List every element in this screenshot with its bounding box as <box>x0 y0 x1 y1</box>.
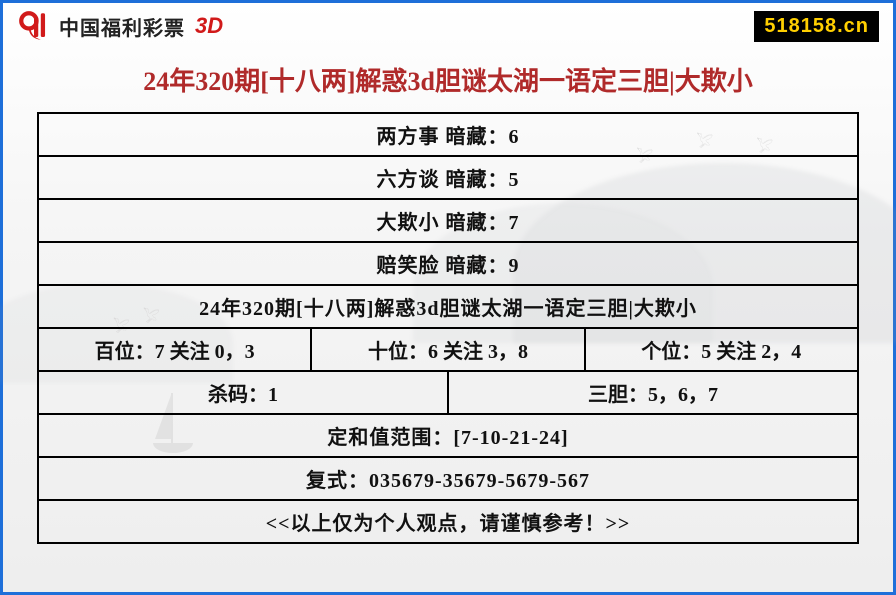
lottery-logo-icon <box>17 9 51 43</box>
site-badge: 518158.cn <box>754 11 879 42</box>
position-ge: 个位：5 关注 2，4 <box>584 329 857 370</box>
position-shi: 十位：6 关注 3，8 <box>310 329 583 370</box>
data-table: 两方事 暗藏：6 六方谈 暗藏：5 大欺小 暗藏：7 赔笑脸 暗藏：9 24年3… <box>37 112 859 544</box>
riddle-row: 大欺小 暗藏：7 <box>39 200 857 241</box>
brand: 中国福利彩票 3D <box>17 9 223 43</box>
page-title: 24年320期[十八两]解惑3d胆谜太湖一语定三胆|大欺小 <box>3 61 893 98</box>
position-bai: 百位：7 关注 0，3 <box>39 329 310 370</box>
riddle-row: 六方谈 暗藏：5 <box>39 157 857 198</box>
combo-row: 复式：035679-35679-5679-567 <box>39 458 857 499</box>
riddle-row: 两方事 暗藏：6 <box>39 114 857 155</box>
disclaimer-row: <<以上仅为个人观点，请谨慎参考！>> <box>39 501 857 542</box>
sum-range-row: 定和值范围：[7-10-21-24] <box>39 415 857 456</box>
riddle-row: 赔笑脸 暗藏：9 <box>39 243 857 284</box>
kill-code: 杀码：1 <box>39 372 447 413</box>
brand-3d-suffix: 3D <box>195 13 223 39</box>
brand-text: 中国福利彩票 <box>59 12 185 41</box>
three-dan: 三胆：5，6，7 <box>447 372 857 413</box>
subtitle-row: 24年320期[十八两]解惑3d胆谜太湖一语定三胆|大欺小 <box>39 286 857 327</box>
